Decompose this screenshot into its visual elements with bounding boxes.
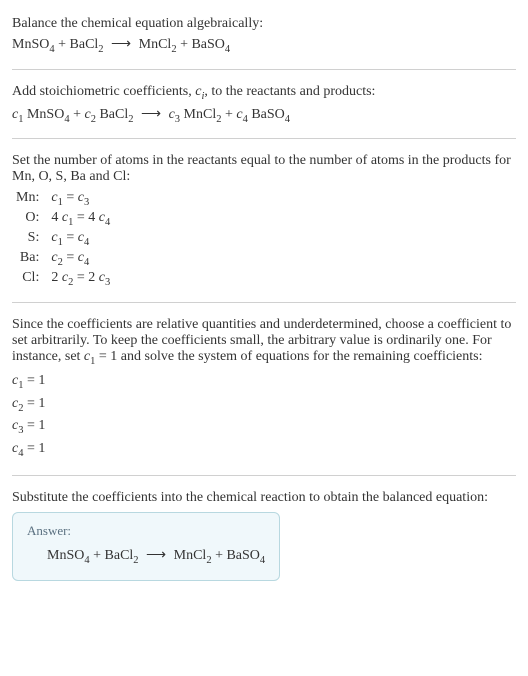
section-stoichiometric: Add stoichiometric coefficients, ci, to … [12,76,516,133]
table-row: S: c1 = c4 [12,229,114,249]
reaction-arrow: ⟶ [107,37,135,52]
atom-equation: 2 c2 = 2 c3 [47,269,114,289]
section-atom-balance: Set the number of atoms in the reactants… [12,145,516,296]
intro-text: Substitute the coefficients into the che… [12,490,516,506]
balanced-equation: MnSO4 + BaCl2 ⟶ MnCl2 + BaSO4 [27,547,265,566]
atom-equation: c2 = c4 [47,249,114,269]
plus: + [73,107,84,122]
reactant-2: BaCl2 [105,548,139,563]
plus: + [93,548,104,563]
reactant-2: BaCl2 [70,37,104,52]
divider [12,69,516,70]
reactant-1: MnSO4 [12,37,55,52]
atom-label: S: [12,229,47,249]
atom-equation: c1 = c3 [47,189,114,209]
atom-equation: c1 = c4 [47,229,114,249]
section-answer: Substitute the coefficients into the che… [12,482,516,589]
intro-text: Balance the chemical equation algebraica… [12,16,516,32]
intro-text: Add stoichiometric coefficients, ci, to … [12,84,516,102]
product-2: BaSO4 [191,37,230,52]
intro-text: Since the coefficients are relative quan… [12,317,516,367]
section-solve: Since the coefficients are relative quan… [12,309,516,469]
intro-text: Set the number of atoms in the reactants… [12,153,516,185]
atom-label: Mn: [12,189,47,209]
divider [12,138,516,139]
product-1: MnCl2 [139,37,177,52]
section-balance-intro: Balance the chemical equation algebraica… [12,8,516,63]
atom-equation: 4 c1 = 4 c4 [47,209,114,229]
atom-balance-table: Mn: c1 = c3 O: 4 c1 = 4 c4 S: c1 = c4 Ba… [12,189,114,288]
unbalanced-equation: MnSO4 + BaCl2 ⟶ MnCl2 + BaSO4 [12,36,516,55]
coefficient-equation: c1 MnSO4 + c2 BaCl2 ⟶ c3 MnCl2 + c4 BaSO… [12,106,516,125]
coefficient-solutions: c1 = 1 c2 = 1 c3 = 1 c4 = 1 [12,371,516,461]
product-1: MnCl2 [174,548,212,563]
divider [12,302,516,303]
table-row: Ba: c2 = c4 [12,249,114,269]
divider [12,475,516,476]
atom-label: Ba: [12,249,47,269]
answer-box: Answer: MnSO4 + BaCl2 ⟶ MnCl2 + BaSO4 [12,512,280,581]
plus: + [225,107,236,122]
atom-label: O: [12,209,47,229]
reaction-arrow: ⟶ [137,107,165,122]
table-row: Mn: c1 = c3 [12,189,114,209]
atom-label: Cl: [12,269,47,289]
coeff-line: c1 = 1 [12,371,516,393]
coeff-line: c3 = 1 [12,416,516,438]
reactant-1: MnSO4 [47,548,90,563]
answer-label: Answer: [27,523,265,539]
product-2: BaSO4 [226,548,265,563]
plus: + [215,548,226,563]
plus: + [58,37,69,52]
coeff-line: c2 = 1 [12,394,516,416]
table-row: O: 4 c1 = 4 c4 [12,209,114,229]
plus: + [180,37,191,52]
coeff-line: c4 = 1 [12,439,516,461]
reaction-arrow: ⟶ [142,548,170,563]
table-row: Cl: 2 c2 = 2 c3 [12,269,114,289]
